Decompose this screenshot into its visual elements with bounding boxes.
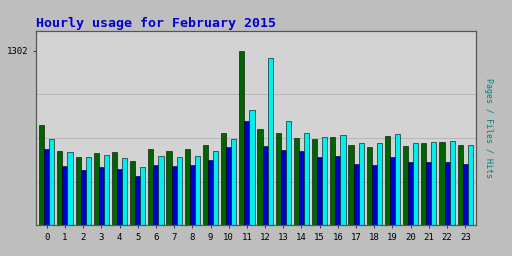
Bar xyxy=(413,143,418,225)
Bar xyxy=(244,121,249,225)
Bar xyxy=(99,167,104,225)
Bar xyxy=(263,146,268,225)
Bar xyxy=(312,140,317,225)
Bar xyxy=(468,145,473,225)
Bar xyxy=(395,134,400,225)
Bar xyxy=(221,133,226,225)
Y-axis label: Pages / Files / Hits: Pages / Files / Hits xyxy=(484,78,494,178)
Bar xyxy=(135,176,140,225)
Bar xyxy=(195,156,200,225)
Bar xyxy=(94,153,99,225)
Bar xyxy=(231,140,237,225)
Bar xyxy=(335,155,340,225)
Text: Hourly usage for February 2015: Hourly usage for February 2015 xyxy=(36,17,276,29)
Bar xyxy=(172,166,177,225)
Bar xyxy=(104,155,109,225)
Bar xyxy=(353,164,358,225)
Bar xyxy=(377,143,382,225)
Bar xyxy=(130,161,135,225)
Bar xyxy=(49,140,54,225)
Bar xyxy=(140,167,145,225)
Bar xyxy=(421,143,426,225)
Bar xyxy=(258,129,263,225)
Bar xyxy=(68,152,73,225)
Bar xyxy=(408,162,413,225)
Bar xyxy=(322,137,327,225)
Bar xyxy=(275,133,281,225)
Bar xyxy=(177,157,182,225)
Bar xyxy=(80,169,86,225)
Bar xyxy=(317,157,322,225)
Bar xyxy=(299,151,304,225)
Bar xyxy=(340,135,346,225)
Bar xyxy=(463,164,468,225)
Bar xyxy=(86,157,91,225)
Bar xyxy=(203,145,208,225)
Bar xyxy=(304,133,309,225)
Bar xyxy=(450,141,455,225)
Bar xyxy=(390,157,395,225)
Bar xyxy=(444,162,450,225)
Bar xyxy=(372,165,377,225)
Bar xyxy=(208,159,213,225)
Bar xyxy=(112,152,117,225)
Bar xyxy=(148,149,154,225)
Bar xyxy=(286,121,291,225)
Bar xyxy=(117,169,122,225)
Bar xyxy=(294,138,299,225)
Bar xyxy=(403,146,408,225)
Bar xyxy=(213,151,218,225)
Bar xyxy=(166,151,172,225)
Bar xyxy=(39,125,44,225)
Bar xyxy=(358,143,364,225)
Bar xyxy=(226,147,231,225)
Bar xyxy=(239,51,244,225)
Bar xyxy=(44,149,49,225)
Bar xyxy=(159,155,163,225)
Bar xyxy=(249,110,254,225)
Bar xyxy=(426,162,432,225)
Bar xyxy=(122,158,127,225)
Bar xyxy=(458,145,463,225)
Bar xyxy=(432,142,437,225)
Bar xyxy=(154,165,159,225)
Bar xyxy=(281,150,286,225)
Bar xyxy=(185,150,190,225)
Bar xyxy=(439,142,444,225)
Bar xyxy=(349,145,353,225)
Bar xyxy=(57,152,62,225)
Bar xyxy=(268,58,273,225)
Bar xyxy=(385,136,390,225)
Bar xyxy=(367,147,372,225)
Bar xyxy=(62,166,68,225)
Bar xyxy=(75,157,80,225)
Bar xyxy=(330,137,335,225)
Bar xyxy=(190,165,195,225)
